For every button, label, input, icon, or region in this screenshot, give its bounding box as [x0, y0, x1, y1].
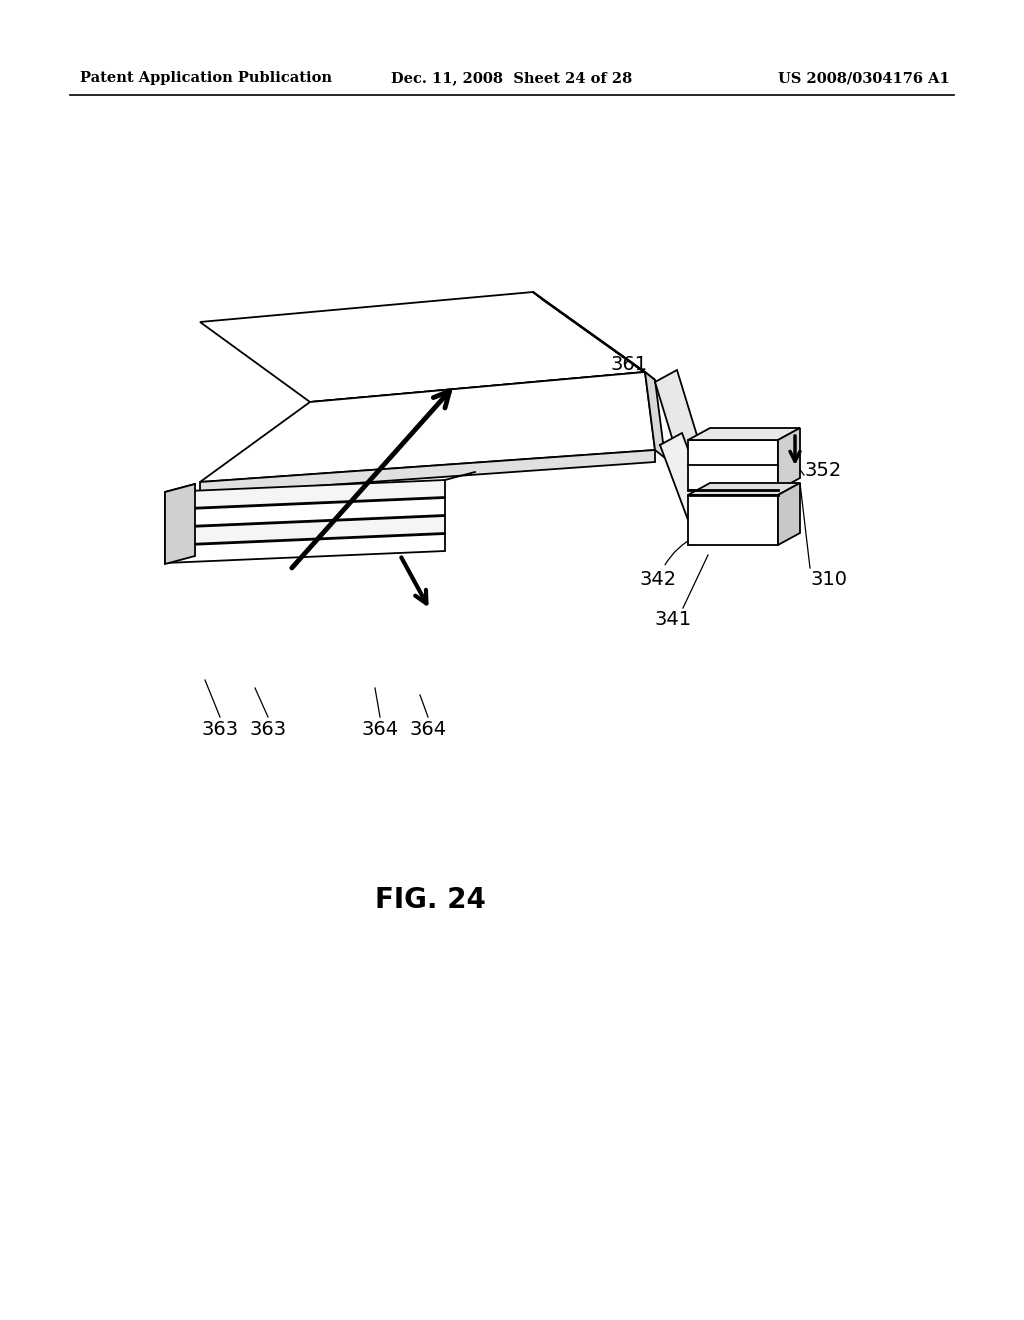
Polygon shape [645, 372, 665, 458]
Polygon shape [688, 495, 778, 545]
Polygon shape [778, 483, 800, 545]
Polygon shape [310, 372, 645, 414]
Text: 363: 363 [250, 719, 287, 739]
Polygon shape [688, 483, 800, 495]
Text: 352: 352 [805, 461, 843, 479]
Polygon shape [660, 433, 710, 520]
Text: FIG. 24: FIG. 24 [375, 886, 485, 913]
Text: 361: 361 [581, 355, 647, 428]
Text: 364: 364 [410, 719, 446, 739]
Polygon shape [200, 450, 655, 494]
Polygon shape [534, 292, 655, 380]
Text: 363: 363 [202, 719, 239, 739]
Polygon shape [778, 428, 800, 490]
Text: Dec. 11, 2008  Sheet 24 of 28: Dec. 11, 2008 Sheet 24 of 28 [391, 71, 633, 84]
Polygon shape [688, 440, 778, 490]
Polygon shape [200, 372, 655, 482]
Polygon shape [165, 480, 445, 510]
Polygon shape [200, 292, 645, 403]
Polygon shape [165, 484, 195, 564]
Polygon shape [165, 535, 445, 564]
Text: 310: 310 [810, 570, 847, 589]
Polygon shape [165, 498, 445, 527]
Text: 341: 341 [654, 610, 691, 630]
Text: US 2008/0304176 A1: US 2008/0304176 A1 [778, 71, 950, 84]
Polygon shape [688, 428, 800, 440]
Text: 342: 342 [639, 536, 695, 589]
Text: 364: 364 [361, 719, 398, 739]
Polygon shape [165, 516, 445, 545]
Polygon shape [655, 370, 710, 490]
Text: Patent Application Publication: Patent Application Publication [80, 71, 332, 84]
